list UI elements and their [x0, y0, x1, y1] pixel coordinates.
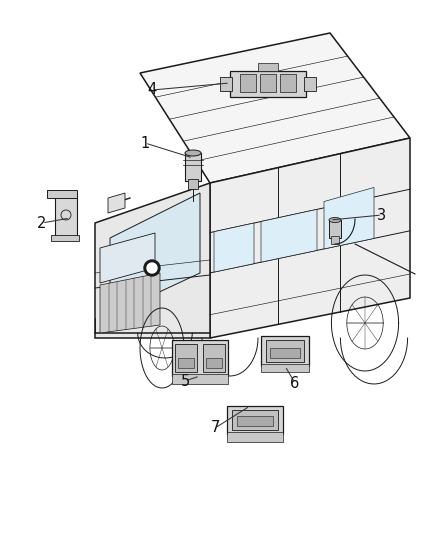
- Bar: [266, 340, 304, 362]
- Circle shape: [144, 260, 160, 276]
- Text: 3: 3: [378, 207, 387, 222]
- Bar: [331, 236, 339, 244]
- Text: 2: 2: [37, 215, 47, 230]
- Bar: [175, 344, 197, 372]
- Bar: [237, 416, 273, 426]
- Polygon shape: [100, 273, 160, 333]
- Polygon shape: [210, 138, 410, 338]
- Bar: [258, 63, 278, 71]
- Bar: [261, 336, 309, 366]
- Bar: [185, 153, 201, 181]
- Bar: [172, 340, 228, 376]
- Bar: [203, 344, 225, 372]
- Polygon shape: [110, 193, 200, 315]
- Bar: [172, 374, 228, 384]
- Bar: [220, 77, 232, 91]
- Bar: [232, 410, 278, 430]
- Polygon shape: [95, 183, 210, 338]
- Polygon shape: [324, 188, 374, 249]
- Bar: [270, 348, 300, 358]
- Bar: [227, 406, 283, 434]
- Bar: [230, 71, 306, 97]
- Bar: [178, 358, 194, 368]
- Text: 6: 6: [290, 376, 300, 391]
- Ellipse shape: [329, 217, 341, 222]
- Bar: [51, 235, 79, 241]
- Text: 5: 5: [180, 374, 190, 389]
- Bar: [188, 179, 198, 189]
- Bar: [206, 358, 222, 368]
- Bar: [55, 193, 77, 238]
- Bar: [240, 74, 256, 92]
- Bar: [329, 220, 341, 238]
- Bar: [227, 432, 283, 442]
- Bar: [280, 74, 296, 92]
- Bar: [47, 190, 77, 198]
- Text: 4: 4: [147, 83, 157, 98]
- Polygon shape: [100, 233, 155, 283]
- Polygon shape: [140, 33, 410, 183]
- Text: 7: 7: [210, 421, 220, 435]
- Polygon shape: [108, 193, 125, 213]
- Text: 1: 1: [140, 135, 150, 150]
- Ellipse shape: [185, 150, 201, 156]
- Bar: [304, 77, 316, 91]
- Circle shape: [147, 263, 157, 273]
- Bar: [260, 74, 276, 92]
- Polygon shape: [261, 209, 317, 262]
- Bar: [261, 364, 309, 372]
- Polygon shape: [214, 223, 254, 272]
